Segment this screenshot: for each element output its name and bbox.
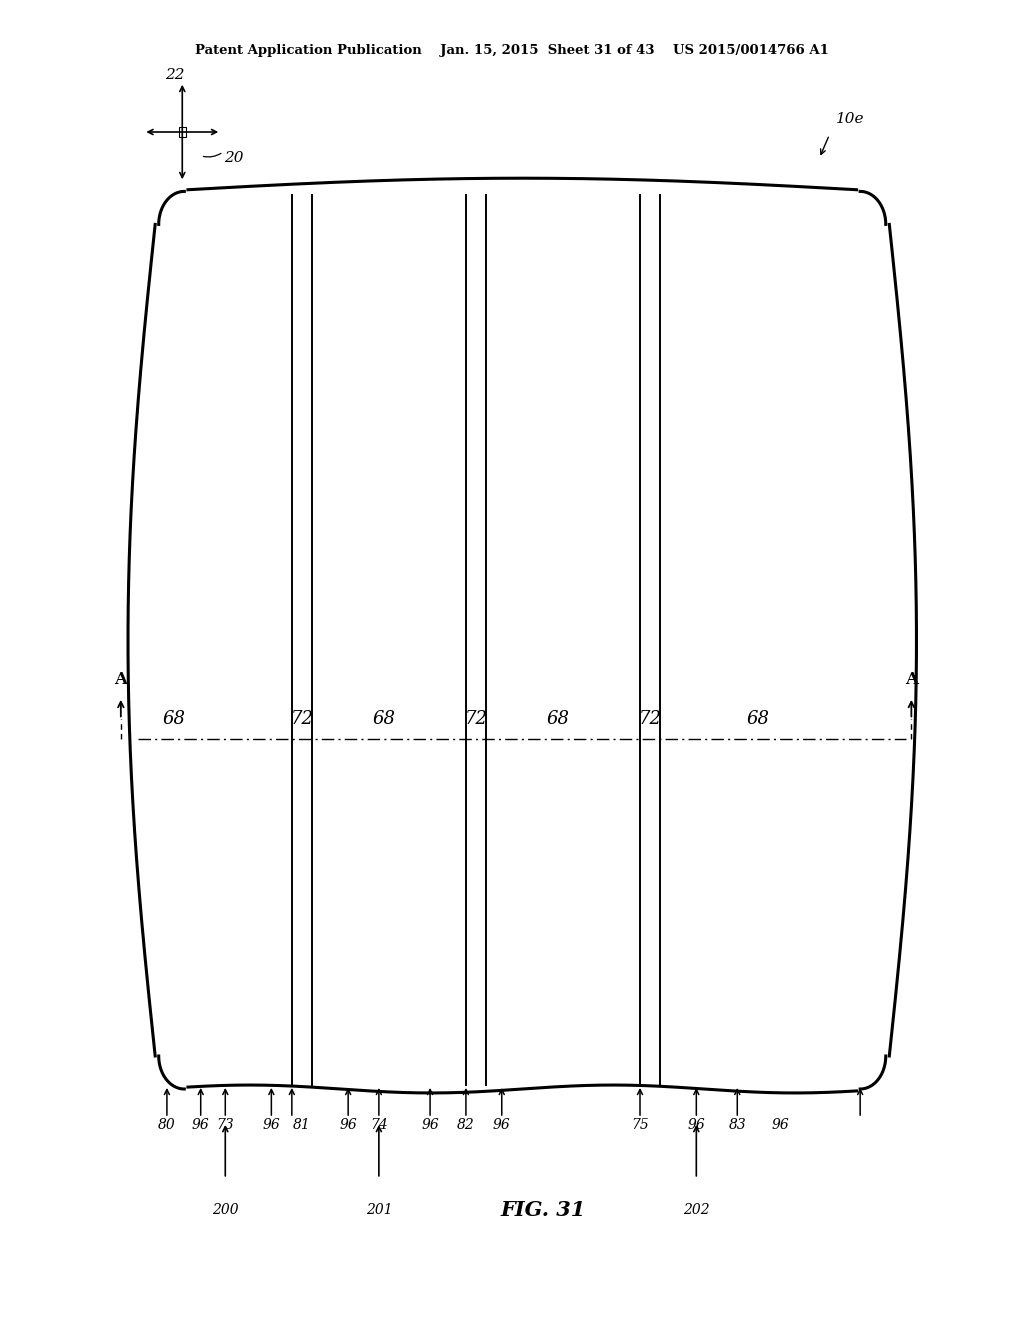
- Text: 96: 96: [262, 1118, 281, 1131]
- Text: 80: 80: [158, 1118, 176, 1131]
- Text: FIG. 31: FIG. 31: [500, 1200, 586, 1221]
- Text: 22: 22: [165, 69, 185, 82]
- Text: 200: 200: [212, 1204, 239, 1217]
- Text: 10e: 10e: [836, 112, 864, 125]
- Text: 81: 81: [293, 1118, 311, 1131]
- Text: 96: 96: [687, 1118, 706, 1131]
- Text: 72: 72: [465, 710, 487, 729]
- Text: 73: 73: [216, 1118, 234, 1131]
- Text: 72: 72: [639, 710, 662, 729]
- Text: 68: 68: [547, 710, 569, 729]
- Text: 68: 68: [746, 710, 769, 729]
- Text: 75: 75: [631, 1118, 649, 1131]
- Text: 201: 201: [366, 1204, 392, 1217]
- Text: 96: 96: [421, 1118, 439, 1131]
- Text: 96: 96: [191, 1118, 210, 1131]
- Text: 96: 96: [493, 1118, 511, 1131]
- Text: 72: 72: [291, 710, 313, 729]
- Text: 96: 96: [771, 1118, 790, 1131]
- Text: 202: 202: [683, 1204, 710, 1217]
- Text: 20: 20: [223, 152, 244, 165]
- Text: 96: 96: [339, 1118, 357, 1131]
- Text: 82: 82: [457, 1118, 475, 1131]
- Text: 68: 68: [163, 710, 185, 729]
- Text: Patent Application Publication    Jan. 15, 2015  Sheet 31 of 43    US 2015/00147: Patent Application Publication Jan. 15, …: [195, 44, 829, 57]
- Bar: [178, 127, 186, 136]
- Text: A: A: [115, 672, 127, 688]
- Text: A: A: [905, 672, 918, 688]
- Text: 68: 68: [373, 710, 395, 729]
- Text: 83: 83: [728, 1118, 746, 1131]
- Text: 74: 74: [370, 1118, 388, 1131]
